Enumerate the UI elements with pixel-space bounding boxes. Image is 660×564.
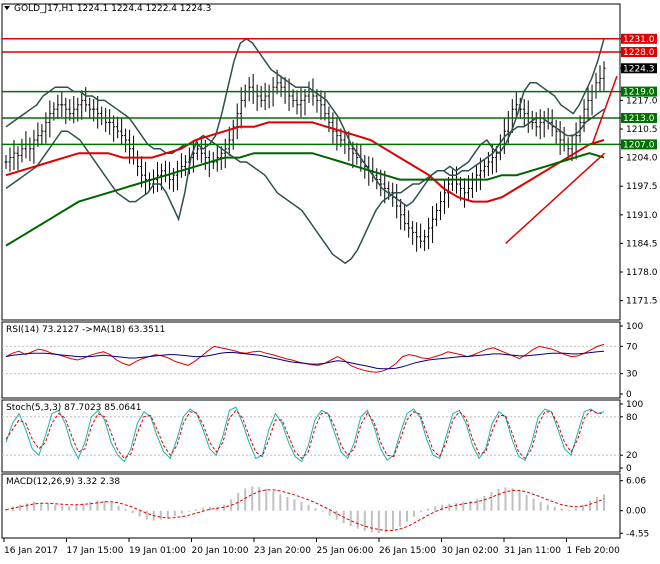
stoch-signal-line	[5, 409, 605, 460]
price-panel-title: GOLD_J17,H1 1224.1 1224.4 1222.4 1224.3	[14, 4, 211, 14]
time-tick-label: 26 Jan 15:00	[379, 546, 436, 556]
rsi-ytick-label: 100	[626, 322, 643, 332]
stoch-ytick-label: 20	[626, 451, 638, 461]
plot-area	[2, 37, 620, 534]
hline-tag-1228.0	[621, 47, 657, 57]
hline-tag-text: 1228.0	[623, 48, 655, 58]
stoch-panel-title: Stoch(5,3,3) 87.7023 85.0641	[6, 403, 141, 413]
price-ma_red-line	[5, 121, 605, 203]
price-ytick-label: 1197.5	[626, 182, 658, 192]
hline-tag-text: 1213.0	[623, 114, 655, 124]
price-ma_green_slow-line	[5, 152, 605, 247]
macd-panel-title: MACD(12,26,9) 3.32 2.38	[6, 477, 120, 487]
stoch-ytick-label: 100	[626, 400, 643, 410]
time-tick-label: 16 Jan 2017	[4, 546, 58, 556]
macd-ytick-label: -4.55	[626, 529, 649, 539]
collapse-arrow-icon[interactable]	[4, 6, 10, 10]
rsi-panel-frame	[1, 321, 621, 399]
current-price-tag	[621, 63, 657, 74]
hline-tag-1231.0	[621, 33, 657, 44]
titles: GOLD_J17,H1 1224.1 1224.4 1222.4 1224.3 …	[6, 4, 211, 487]
price-panel-frame	[1, 3, 621, 321]
hline-tag-text: 1219.0	[623, 88, 655, 98]
rsi-ytick-label: 0	[626, 390, 632, 400]
trendline-1	[591, 75, 618, 145]
macd-ytick-label: 0.00	[626, 507, 646, 517]
price-ytick-label: 1204.0	[626, 154, 658, 164]
macd-signal-line	[5, 489, 605, 531]
time-tick-label: 23 Jan 20:00	[254, 546, 311, 556]
price-bollinger_upper-line	[5, 37, 605, 207]
grid	[2, 345, 620, 456]
price-ytick-label: 1217.0	[626, 96, 658, 106]
time-tick-label: 17 Jan 15:00	[67, 546, 124, 556]
axis-labels: 1231.0 1228.0 1224.3 1219.01217.0 1213.01210…	[3, 33, 658, 556]
price-ytick-label: 1178.0	[626, 268, 658, 278]
panels	[1, 3, 621, 539]
time-tick-label: 20 Jan 10:00	[192, 546, 249, 556]
macd-ytick-label: 6.06	[626, 477, 646, 487]
hline-tag-text: 1231.0	[623, 35, 655, 45]
stoch-main-line	[5, 406, 605, 463]
stoch-panel-frame	[1, 399, 621, 473]
price-ytick-label: 1184.5	[626, 239, 658, 249]
price-ytick-label: 1210.5	[626, 125, 658, 135]
price-bollinger_lower-line	[5, 108, 605, 265]
time-tick-label: 19 Jan 01:00	[129, 546, 186, 556]
time-tick-label: 1 Feb 20:00	[567, 546, 621, 556]
price-ytick-label: 1191.0	[626, 211, 658, 221]
hline-tag-1207.0	[621, 139, 657, 150]
rsi-ytick-label: 30	[626, 370, 638, 380]
macd-panel-frame	[1, 473, 621, 539]
stoch-ytick-label: 80	[626, 413, 638, 423]
time-tick-label: 25 Jan 06:00	[317, 546, 374, 556]
rsi-series-1	[5, 350, 605, 370]
current-price-text: 1224.3	[623, 64, 655, 74]
price-ytick-label: 1171.5	[626, 297, 658, 307]
rsi-panel-title: RSI(14) 73.2127 ->MA(18) 63.3511	[6, 325, 165, 335]
hline-tag-text: 1207.0	[623, 140, 655, 150]
hline-tag-1213.0	[621, 113, 657, 123]
time-tick-label: 30 Jan 02:00	[442, 546, 499, 556]
hline-tag-1219.0	[621, 86, 657, 97]
trendline-0	[505, 152, 606, 244]
stoch-ytick-label: 0	[626, 464, 632, 474]
rsi-ytick-label: 70	[626, 342, 638, 352]
rsi-series-0	[5, 343, 605, 373]
time-tick-label: 31 Jan 11:00	[504, 546, 561, 556]
